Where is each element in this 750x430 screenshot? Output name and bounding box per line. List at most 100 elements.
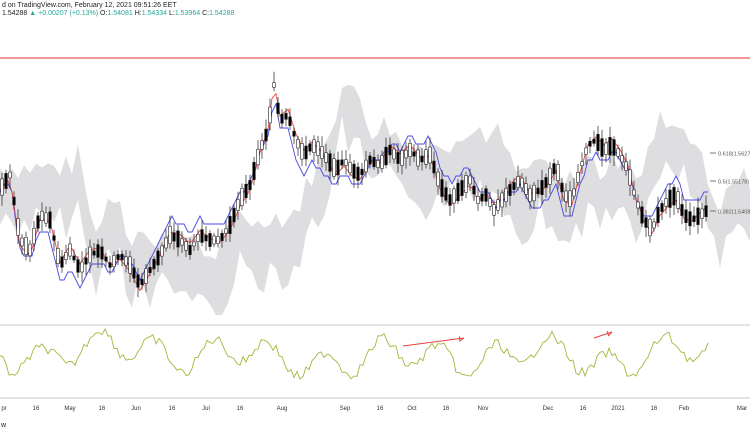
candle-body (68, 243, 72, 257)
candle-body (132, 267, 136, 279)
candle-body (612, 139, 616, 156)
x-tick-label: May (64, 406, 75, 412)
candle-body (488, 198, 492, 207)
candle-body (100, 246, 104, 260)
candle-body (592, 138, 596, 144)
candle-body (536, 187, 540, 195)
candle-body (340, 159, 344, 166)
candle-body (512, 182, 516, 190)
candle-body (364, 159, 368, 173)
candle-body (572, 188, 576, 197)
low-label: L: (168, 10, 175, 17)
close-value: 1.54288 (209, 10, 235, 17)
x-tick-label: pr (1, 406, 6, 412)
candle-body (456, 182, 460, 202)
candle-body (460, 180, 464, 196)
candle-body (392, 148, 396, 160)
candle-body (652, 221, 656, 229)
candle-body (156, 250, 160, 266)
x-tick-label: Jul (202, 406, 210, 412)
candle-body (320, 146, 324, 159)
candle-body (276, 102, 280, 114)
candle-body (528, 188, 532, 202)
candle-body (640, 206, 644, 224)
candle-body (192, 241, 196, 247)
candle-body (548, 167, 552, 185)
fib-level-label: 0.5(1.55178) (718, 180, 749, 186)
candle-body (84, 257, 88, 265)
candle-body (580, 161, 584, 167)
candle-body (600, 138, 604, 157)
change-arrow-icon: ▲ (29, 10, 37, 17)
candle-body (172, 232, 176, 242)
candle-body (316, 141, 320, 157)
candle-body (208, 233, 212, 247)
low-value: 1.53964 (174, 10, 201, 17)
candle-body (492, 204, 496, 216)
candle-body (204, 234, 208, 242)
trend-arrow-2-head (606, 330, 613, 337)
candle-body (544, 177, 548, 188)
candle-body (92, 250, 96, 256)
candle-body (560, 182, 564, 193)
candle-body (48, 211, 52, 229)
candle-body (500, 192, 504, 208)
candle-body (332, 158, 336, 177)
fib-level-label: 0.382(1.5408 (718, 210, 750, 216)
candle-body (72, 255, 76, 261)
candle-body (648, 218, 652, 237)
x-tick-label: 16 (169, 406, 176, 412)
candle-body (588, 140, 592, 147)
candle-body (412, 151, 416, 157)
x-tick-label: 16 (237, 406, 244, 412)
candle-body (104, 256, 108, 262)
candle-body (604, 142, 608, 155)
candle-body (484, 188, 488, 202)
oscillator-line (0, 327, 709, 380)
candle-body (644, 217, 648, 228)
candle-body (196, 234, 200, 242)
candle-body (272, 82, 276, 88)
candle-body (164, 237, 168, 249)
candle-body (324, 152, 328, 163)
candle-body (532, 184, 536, 202)
candle-body (344, 159, 348, 166)
candle-body (396, 152, 400, 164)
candle-body (108, 262, 112, 268)
candle-body (264, 128, 268, 142)
x-tick-label: Aug (277, 406, 288, 412)
candle-body (88, 246, 92, 264)
candle-body (696, 207, 700, 225)
candle-body (636, 201, 640, 209)
candle-body (188, 245, 192, 255)
tradingview-logo: w (1, 422, 7, 429)
candle-body (436, 171, 440, 187)
candle-body (180, 238, 184, 246)
candle-body (128, 256, 132, 274)
candle-body (236, 199, 240, 211)
candle-body (112, 255, 116, 267)
candle-body (556, 164, 560, 181)
candle-body (292, 130, 296, 137)
x-tick-label: Sep (340, 406, 351, 412)
candle-body (440, 179, 444, 197)
candle-body (296, 139, 300, 149)
candle-body (424, 149, 428, 165)
candle-body (408, 142, 412, 158)
candle-body (508, 184, 512, 196)
candle-body (352, 163, 356, 179)
candle-body (76, 259, 80, 273)
candle-body (464, 175, 468, 193)
candle-body (620, 155, 624, 163)
candle-body (476, 196, 480, 204)
candle-body (268, 106, 272, 124)
candle-body (116, 254, 120, 260)
candle-body (140, 278, 144, 286)
candle-body (624, 161, 628, 172)
candle-body (32, 227, 36, 245)
x-tick-label: 16 (651, 406, 658, 412)
candle-body (36, 215, 40, 229)
candle-body (472, 185, 476, 195)
candle-body (0, 178, 4, 196)
